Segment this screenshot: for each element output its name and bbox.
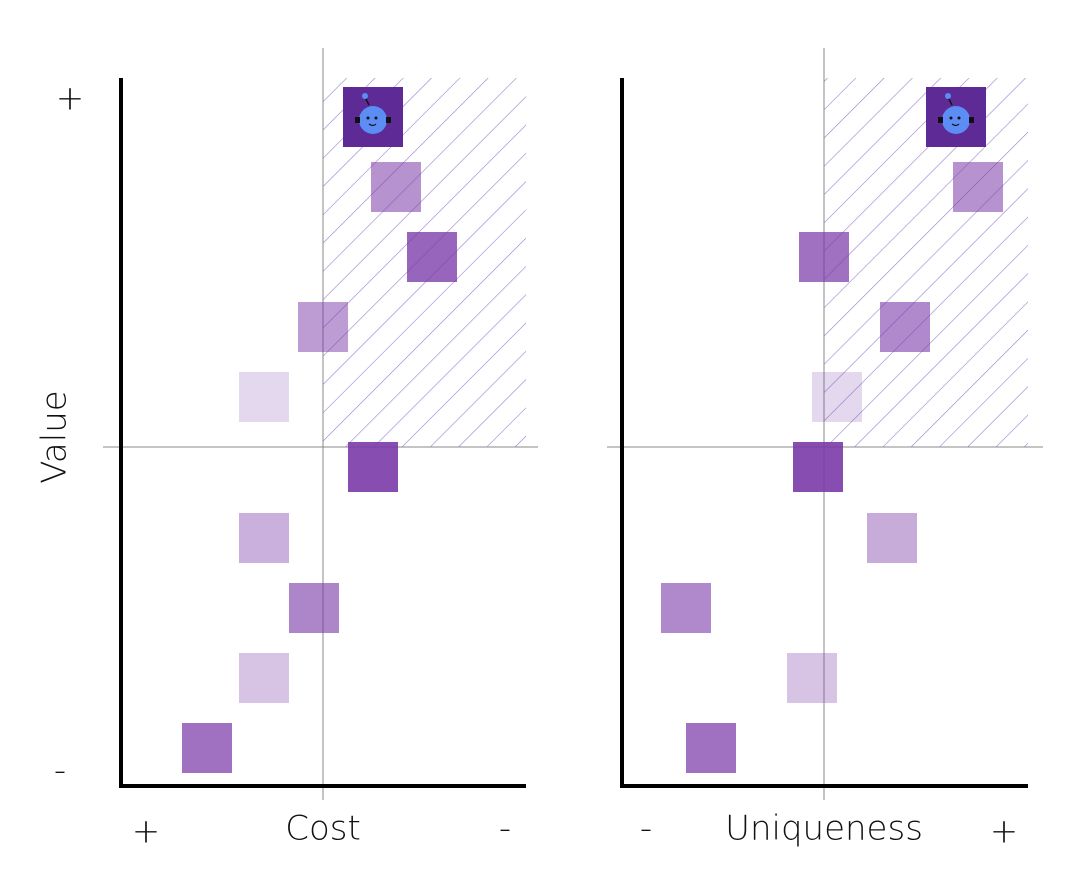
squares xyxy=(182,87,1003,773)
square xyxy=(239,372,289,422)
axes xyxy=(620,78,1028,788)
ear xyxy=(969,117,974,123)
ear xyxy=(355,117,360,123)
square xyxy=(953,162,1003,212)
eye xyxy=(374,116,378,120)
robot-square xyxy=(343,87,403,147)
y-axis-label: Value xyxy=(35,390,75,483)
square xyxy=(289,583,339,633)
square xyxy=(867,513,917,563)
x-axis-label: Cost xyxy=(285,809,361,849)
robot-head xyxy=(359,106,387,134)
square xyxy=(661,583,711,633)
robot-head xyxy=(942,106,970,134)
antenna-tip xyxy=(945,93,951,99)
square xyxy=(686,723,736,773)
square xyxy=(348,442,398,492)
square xyxy=(182,723,232,773)
square xyxy=(298,302,348,352)
ear xyxy=(386,117,391,123)
square xyxy=(371,162,421,212)
square xyxy=(239,513,289,563)
robot-square xyxy=(926,87,986,147)
x-left-label: - xyxy=(640,809,652,849)
square xyxy=(787,653,837,703)
square xyxy=(239,653,289,703)
ear xyxy=(938,117,943,123)
square xyxy=(799,232,849,282)
x-axis-label: Uniqueness xyxy=(725,809,923,849)
x-right-label: + xyxy=(990,812,1019,852)
axes xyxy=(119,78,526,788)
square xyxy=(880,302,930,352)
antenna-tip xyxy=(362,93,368,99)
mouth xyxy=(951,123,960,127)
eye xyxy=(949,116,953,120)
x-left-label: + xyxy=(132,812,161,852)
square xyxy=(793,442,843,492)
mouth xyxy=(368,123,377,127)
x-right-label: - xyxy=(499,809,511,849)
square xyxy=(812,372,862,422)
eye xyxy=(366,116,370,120)
y-top-label: + xyxy=(56,79,85,119)
square xyxy=(407,232,457,282)
y-bottom-label: - xyxy=(54,751,66,791)
eye xyxy=(957,116,961,120)
